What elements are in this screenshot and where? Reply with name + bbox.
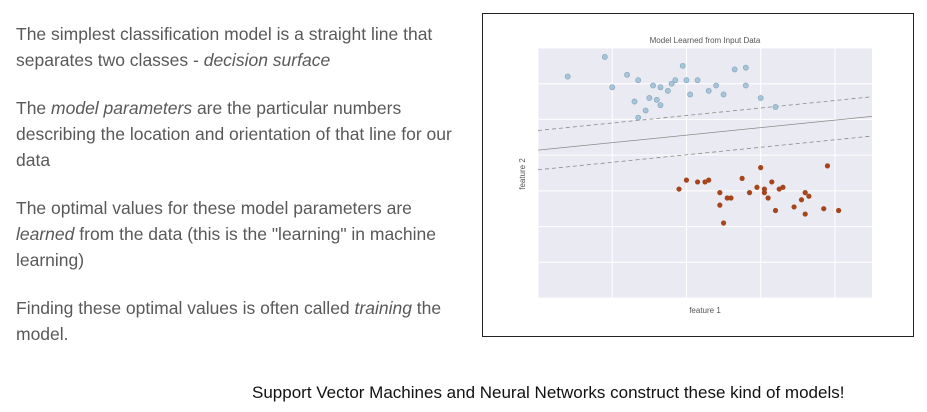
paragraph-1: The simplest classification model is a s…: [16, 21, 471, 73]
class-a-point: [672, 77, 679, 84]
class-b-point: [821, 206, 827, 212]
scatter-chart: Model Learned from Input Data feature 1 …: [518, 36, 873, 315]
class-a-point: [601, 54, 608, 60]
class-b-point: [836, 207, 842, 214]
class-b-point: [676, 186, 682, 192]
chart-title: Model Learned from Input Data: [650, 36, 761, 45]
class-a-point: [564, 73, 571, 80]
p4-emphasis: training: [354, 298, 412, 318]
class-b-point: [724, 195, 730, 201]
class-a-point: [642, 107, 649, 114]
explanation-text: The simplest classification model is a s…: [16, 21, 471, 369]
class-b-point: [683, 177, 690, 183]
class-a-point: [694, 77, 701, 84]
class-b-point: [717, 190, 723, 196]
class-b-point: [706, 177, 712, 183]
p3-text: The optimal values for these model param…: [16, 198, 412, 218]
paragraph-2: The model parameters are the particular …: [16, 95, 471, 173]
class-b-point: [754, 184, 760, 190]
x-axis-label: feature 1: [689, 306, 721, 315]
p3-emphasis: learned: [16, 224, 75, 244]
class-b-point: [728, 195, 734, 201]
class-a-point: [631, 98, 638, 105]
figure-frame: Model Learned from Input Data feature 1 …: [482, 13, 914, 337]
class-a-point: [635, 77, 642, 84]
class-a-point: [650, 82, 656, 89]
class-b-point: [780, 184, 786, 190]
p2-tail: are the particular numbers describing th…: [16, 98, 452, 170]
class-a-point: [624, 71, 630, 78]
class-a-point: [757, 95, 764, 101]
p2-text: The: [16, 98, 52, 118]
class-a-point: [687, 91, 694, 98]
class-b-point: [694, 179, 701, 185]
class-a-point: [772, 104, 779, 110]
class-a-point: [679, 62, 686, 69]
p4-text: Finding these optimal values is often ca…: [16, 298, 355, 318]
class-a-point: [646, 95, 653, 101]
class-a-point: [713, 82, 720, 89]
paragraph-4: Finding these optimal values is often ca…: [16, 295, 471, 347]
class-b-point: [802, 211, 808, 217]
class-b-point: [720, 220, 727, 226]
class-a-point: [731, 66, 738, 73]
footer-caption: Support Vector Machines and Neural Netwo…: [252, 383, 845, 402]
class-a-point: [664, 87, 671, 94]
class-b-point: [798, 197, 805, 203]
class-a-point: [720, 91, 727, 98]
class-b-point: [761, 190, 767, 196]
class-a-point: [609, 84, 616, 91]
class-b-point: [772, 207, 779, 214]
class-a-point: [742, 64, 749, 71]
class-b-point: [806, 193, 812, 199]
decision-line: [537, 115, 873, 151]
class-b-point: [717, 202, 723, 208]
class-a-point: [705, 87, 712, 94]
class-b-point: [746, 190, 753, 196]
paragraph-3: The optimal values for these model param…: [16, 195, 471, 273]
p1-emphasis: decision surface: [203, 50, 331, 70]
y-axis-label: feature 2: [518, 158, 527, 190]
class-b-point: [824, 163, 831, 169]
class-a-point: [742, 82, 749, 89]
class-a-point: [683, 77, 690, 84]
class-a-point: [668, 80, 675, 87]
p3-tail: from the data (this is the "learning" in…: [16, 224, 437, 270]
p1-text: The simplest classification model is a s…: [16, 24, 433, 70]
class-b-point: [739, 175, 745, 181]
class-a-point: [657, 102, 664, 109]
class-a-point: [635, 114, 642, 121]
class-b-point: [802, 190, 808, 196]
p4-tail: the model.: [16, 298, 442, 344]
class-b-point: [765, 195, 771, 201]
class-b-point: [758, 165, 764, 171]
p2-emphasis: model parameters: [51, 98, 193, 118]
class-a-point: [653, 96, 660, 103]
class-b-point: [769, 179, 775, 185]
class-a-point: [657, 84, 664, 91]
plot-background: [538, 48, 872, 298]
class-b-point: [791, 204, 797, 210]
class-b-point: [761, 186, 767, 192]
